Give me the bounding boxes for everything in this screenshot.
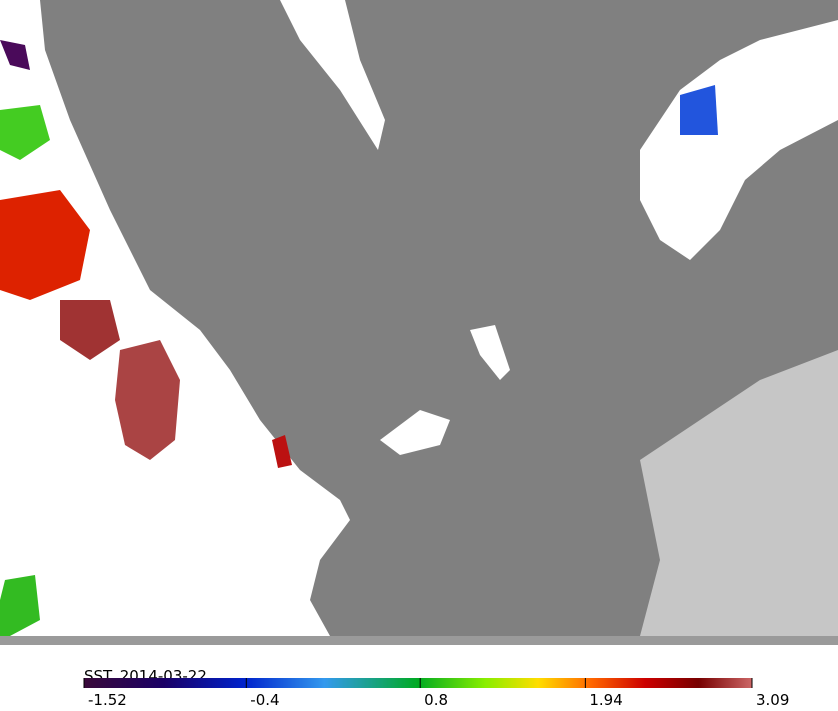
sst-patch (0, 40, 30, 70)
ocean-cloud (0, 0, 350, 636)
sst-map (0, 0, 838, 636)
sst-patch (60, 300, 120, 360)
cloud (280, 0, 385, 150)
colorbar-tick-label: -0.4 (250, 691, 279, 709)
sst-patch (0, 190, 90, 300)
sst-patch (272, 435, 292, 468)
sst-patch (680, 85, 718, 135)
colorbar-tick-label: 1.94 (589, 691, 622, 709)
colorbar-tick-label: 0.8 (424, 691, 448, 709)
colorbar-tick-label: -1.52 (88, 691, 127, 709)
sst-patch (115, 340, 180, 460)
colorbar-tick-label: 3.09 (756, 691, 789, 709)
sst-patch (0, 105, 50, 160)
cloud (380, 410, 450, 455)
sst-patch (0, 575, 40, 636)
cloud (470, 325, 510, 380)
map-border (0, 636, 838, 645)
colorbar (84, 678, 752, 688)
cloud-streaks (640, 350, 838, 636)
cloud (640, 20, 838, 260)
